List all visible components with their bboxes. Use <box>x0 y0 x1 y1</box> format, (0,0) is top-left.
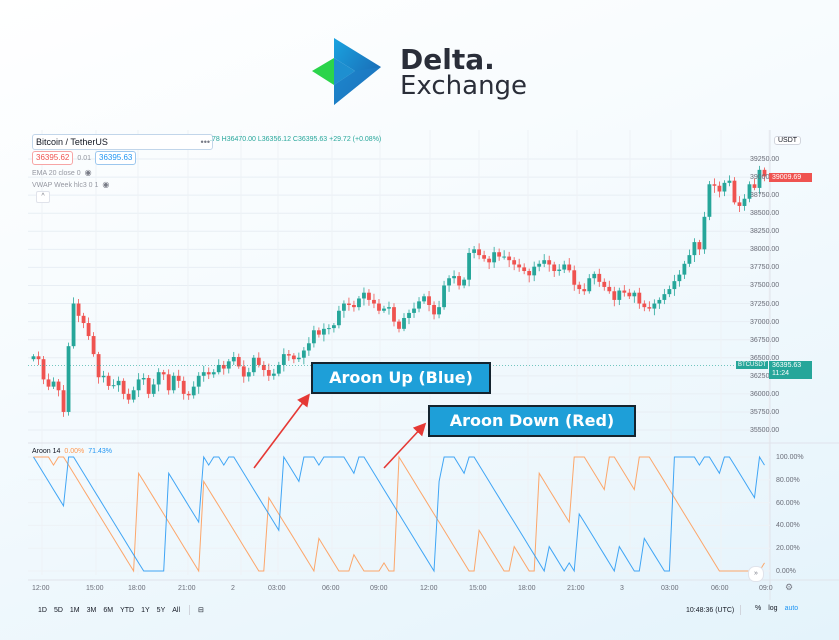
percent-scale-button[interactable]: % <box>755 605 762 612</box>
aroon-legend[interactable]: Aroon 14 0.00% 71.43% <box>32 448 112 455</box>
price-axis-label: 37500.00 <box>750 282 780 290</box>
aroon-down-value: 0.00% <box>64 448 85 455</box>
scroll-to-realtime-button[interactable]: » <box>748 566 764 582</box>
trading-chart[interactable]: Bitcoin / TetherUS ••• .78 H36470.00 L36… <box>28 130 839 620</box>
time-axis-label: 09:0 <box>759 585 773 592</box>
sell-button[interactable]: 36395.62 <box>32 151 74 165</box>
range-5y[interactable]: 5Y <box>156 606 166 614</box>
price-axis-label: 37750.00 <box>750 264 780 272</box>
aroon-down-callout: Aroon Down (Red) <box>428 405 636 437</box>
price-axis-label: 36000.00 <box>750 390 780 398</box>
price-axis-label: 36750.00 <box>750 336 780 344</box>
price-axis-label: 35500.00 <box>750 427 780 435</box>
time-axis-label: 03:00 <box>661 585 679 592</box>
divider <box>740 605 742 615</box>
study-ema-label: EMA 20 close 0 <box>32 170 81 177</box>
range-all[interactable]: All <box>172 606 181 614</box>
time-axis-label: 12:00 <box>420 585 438 592</box>
clock-time: 10:48:36 (UTC) <box>686 606 735 614</box>
price-axis-label: 39250.00 <box>750 156 780 163</box>
symbol-search[interactable]: Bitcoin / TetherUS ••• <box>32 134 213 150</box>
time-axis-label: 03:00 <box>268 585 286 592</box>
time-axis-label: 09:00 <box>370 585 388 592</box>
time-axis-label: 18:00 <box>128 585 146 592</box>
range-3m[interactable]: 3M <box>86 606 97 614</box>
range-1y[interactable]: 1Y <box>141 606 150 614</box>
time-axis-label: 18:00 <box>518 585 536 592</box>
gear-icon[interactable]: ⚙ <box>785 582 794 592</box>
bid-ask: 36395.62 0.01 36395.63 <box>32 151 137 165</box>
range-1d[interactable]: 1D <box>38 606 47 614</box>
time-axis-label: 15:00 <box>469 585 487 592</box>
log-scale-button[interactable]: log <box>768 605 778 612</box>
study-vwap-label: VWAP Week hlc3 0 1 <box>32 182 99 189</box>
range-1m[interactable]: 1M <box>69 606 80 614</box>
time-axis-label: 2 <box>231 585 235 592</box>
delta-exchange-logo: Delta. Exchange <box>311 37 541 107</box>
study-ema[interactable]: EMA 20 close 0 ◉ <box>32 168 92 177</box>
aroon-up-value: 71.43% <box>88 448 113 455</box>
aroon-axis-label: 100.00% <box>776 454 804 461</box>
aroon-name: Aroon 14 <box>32 448 61 455</box>
price-axis-label: 36250.00 <box>750 372 780 380</box>
auto-scale-button[interactable]: auto <box>784 605 799 612</box>
aroon-axis-label: 80.00% <box>776 476 800 484</box>
price-axis-label: 38750.00 <box>750 192 780 200</box>
last-price-tag: 39009.69 <box>769 173 812 182</box>
spread-value: 0.01 <box>77 155 91 162</box>
price-axis-label: 38500.00 <box>750 210 780 218</box>
price-axis-label: 37250.00 <box>750 300 780 308</box>
symbol-tag: BTCUSDT <box>736 361 769 369</box>
chart-canvas[interactable] <box>28 130 839 620</box>
calendar-range-icon[interactable]: ⊟ <box>198 606 204 614</box>
study-vwap[interactable]: VWAP Week hlc3 0 1 ◉ <box>32 180 109 189</box>
current-price-tag: 36395.63 11:24 <box>769 361 812 379</box>
aroon-up-callout: Aroon Up (Blue) <box>311 362 491 394</box>
time-axis-label: 15:00 <box>86 585 104 592</box>
symbol-name: Bitcoin / TetherUS <box>36 137 108 147</box>
eye-icon[interactable]: ◉ <box>84 168 92 177</box>
time-axis-label: 21:00 <box>178 585 196 592</box>
price-axis-label: 39000.00 <box>750 174 780 182</box>
divider <box>189 605 191 615</box>
brand-name-line2: Exchange <box>400 71 528 101</box>
range-ytd[interactable]: YTD <box>120 606 135 614</box>
current-price: 36395.63 <box>772 362 802 369</box>
currency-label[interactable]: USDT <box>774 136 802 145</box>
ohlc-values: .78 H36470.00 L36356.12 C36395.63 +29.72… <box>210 136 382 143</box>
range-5d[interactable]: 5D <box>53 606 63 614</box>
brand-name-line1: Delta. <box>400 43 495 76</box>
price-axis-label: 37000.00 <box>750 318 780 326</box>
time-axis-label: 12:00 <box>32 585 50 592</box>
scale-toolbar: % log auto <box>755 605 805 612</box>
time-axis-label: 3 <box>620 585 624 592</box>
eye-icon[interactable]: ◉ <box>102 180 110 189</box>
aroon-axis-label: 40.00% <box>776 522 800 530</box>
time-axis-label: 21:00 <box>567 585 585 592</box>
price-axis-label: 38250.00 <box>750 228 780 236</box>
aroon-axis-label: 20.00% <box>776 545 800 553</box>
range-6m[interactable]: 6M <box>103 606 114 614</box>
buy-button[interactable]: 36395.63 <box>95 151 137 165</box>
utc-clock[interactable]: 10:48:36 (UTC) <box>686 605 747 615</box>
aroon-axis-label: 60.00% <box>776 499 800 507</box>
more-icon[interactable]: ••• <box>200 137 210 147</box>
price-axis-label: 38000.00 <box>750 246 780 254</box>
price-axis-label: 36500.00 <box>750 354 780 362</box>
aroon-axis-label: 0.00% <box>776 568 796 575</box>
time-axis-label: 06:00 <box>711 585 729 592</box>
collapse-legend-button[interactable]: ^ <box>36 191 50 203</box>
delta-logo-icon <box>312 38 381 105</box>
time-axis-label: 06:00 <box>322 585 340 592</box>
price-axis-label: 35750.00 <box>750 408 780 416</box>
bar-countdown: 11:24 <box>772 370 789 377</box>
range-toolbar: 1D 5D 1M 3M 6M YTD 1Y 5Y All ⊟ <box>38 605 211 615</box>
